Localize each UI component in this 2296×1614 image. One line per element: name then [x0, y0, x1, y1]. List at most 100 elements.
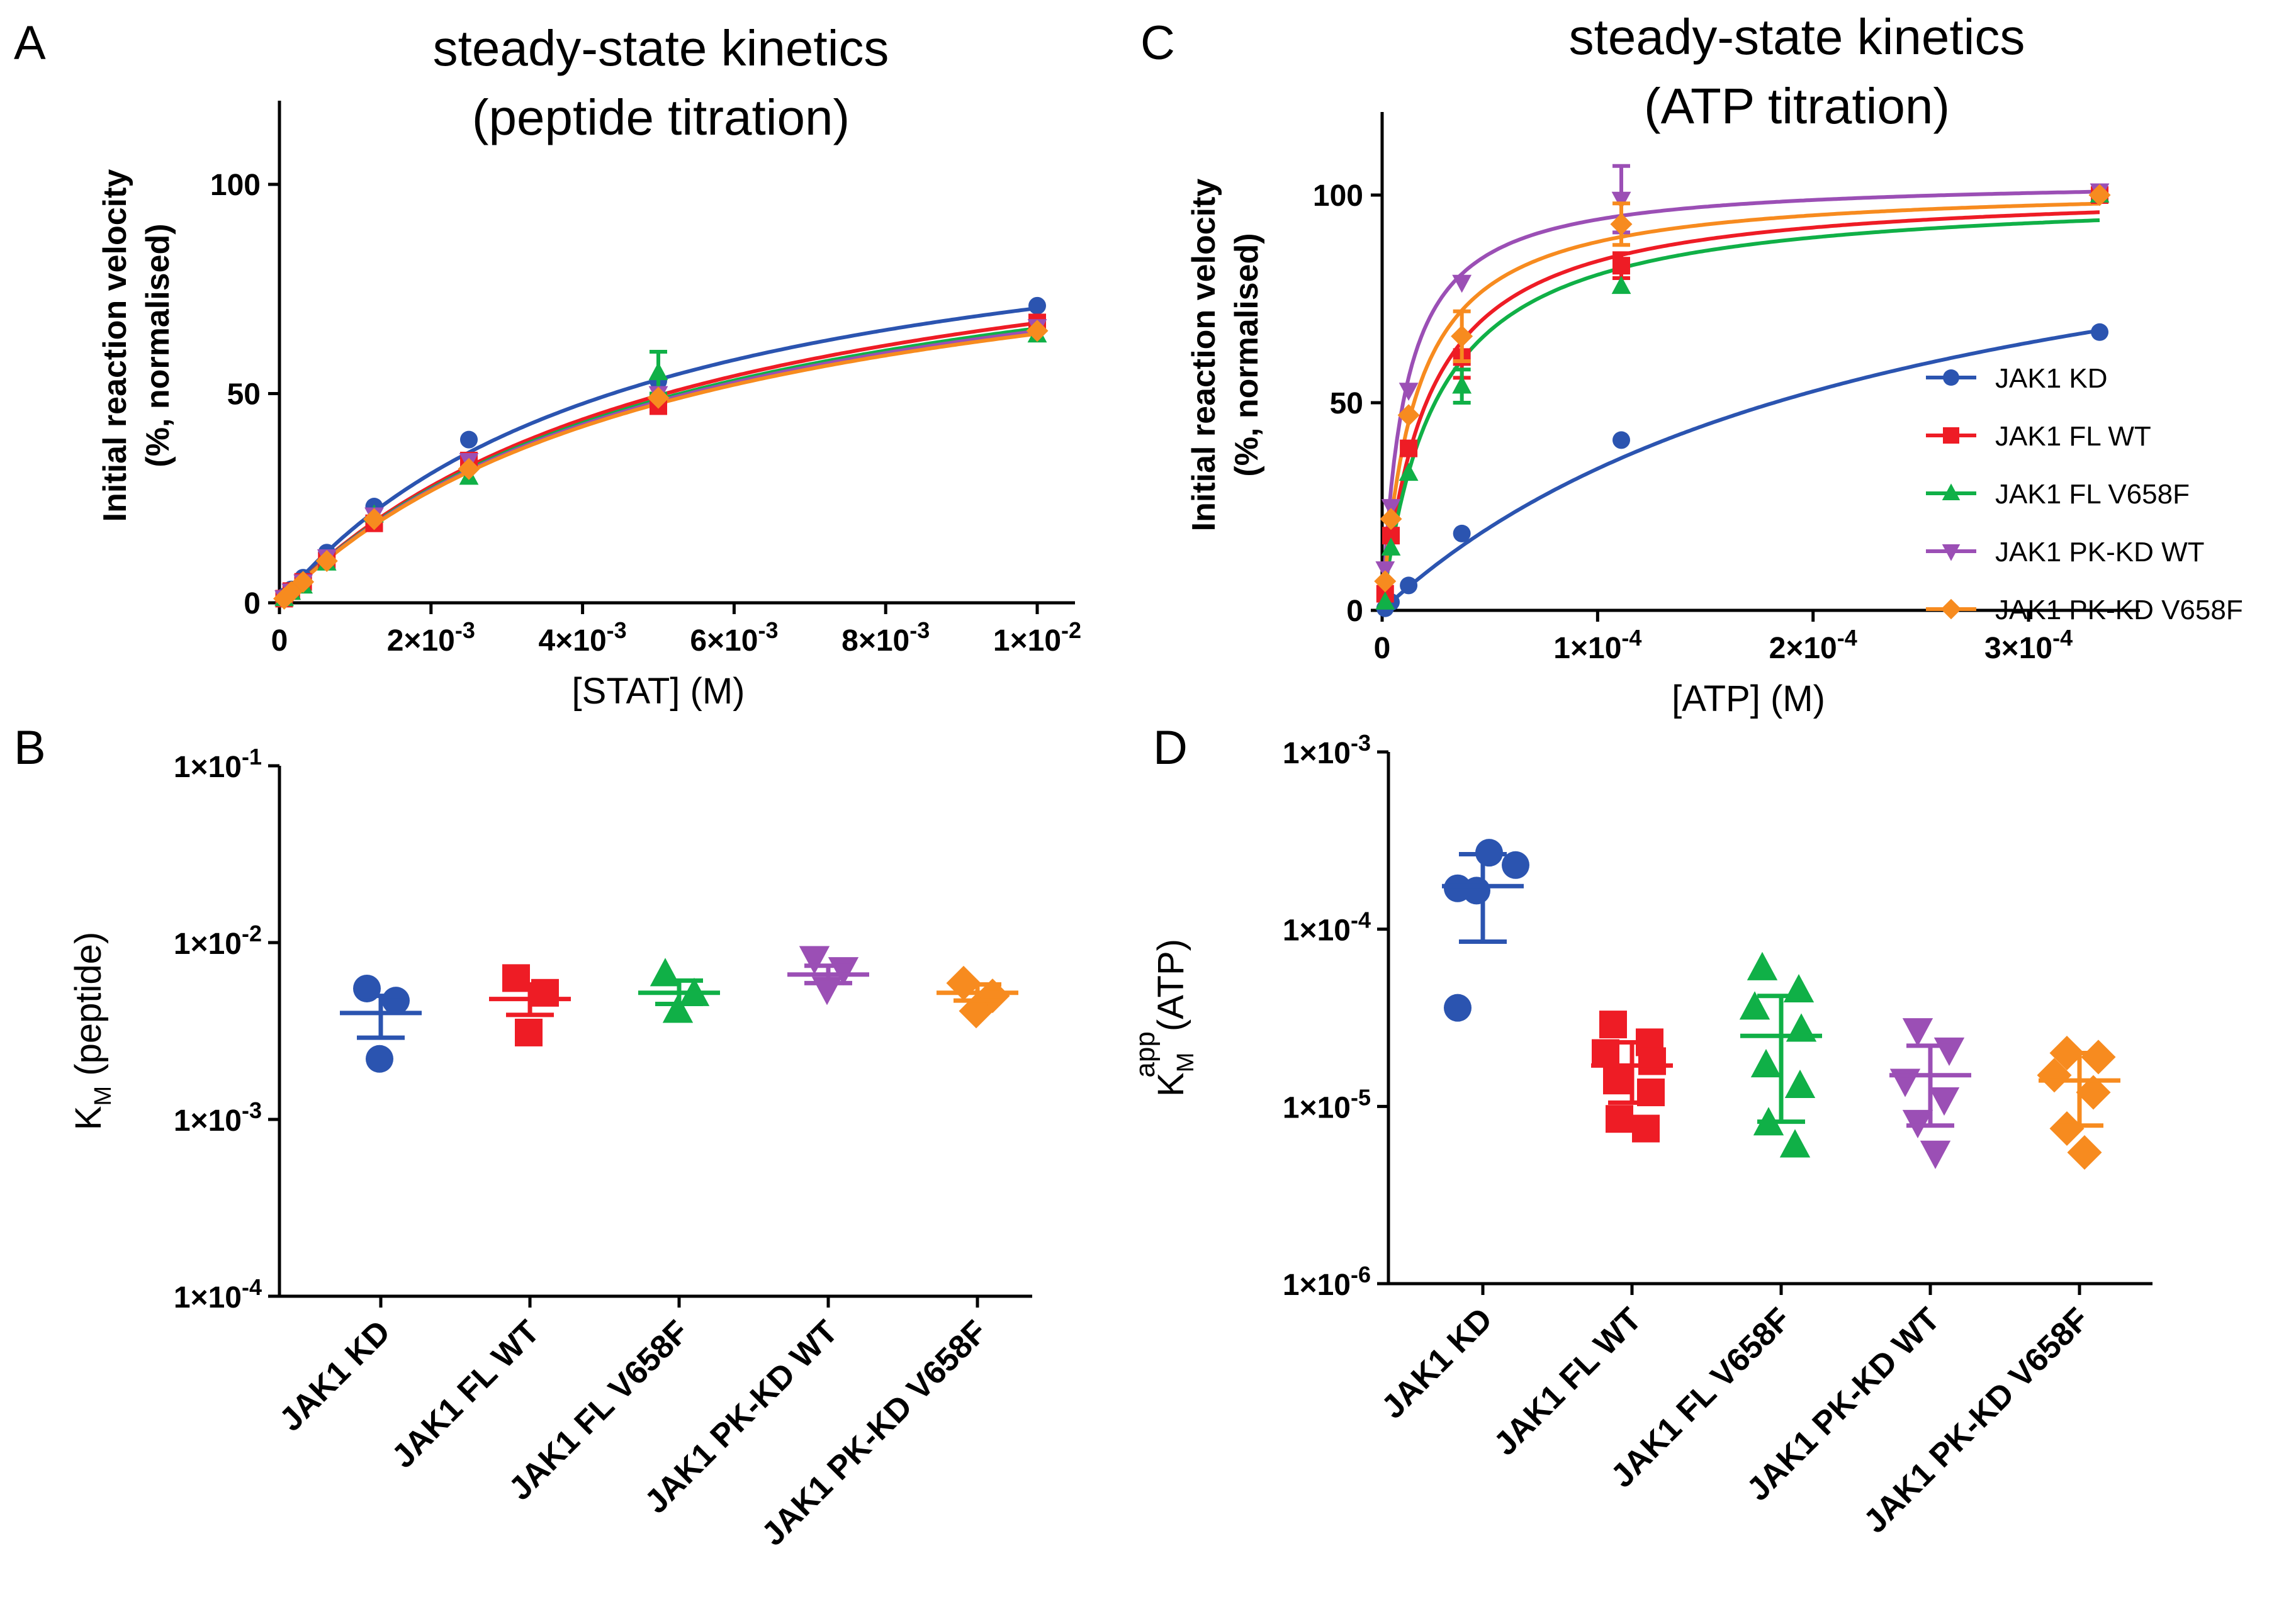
panel-a-x-tick-label: 2×10-3	[387, 617, 475, 658]
panel-c-legend-marker-jak1-kd	[1943, 369, 1959, 386]
panel-c-ylabel: Initial reaction velocity	[1186, 179, 1222, 532]
panel-d-point-jak1-kd	[1463, 877, 1490, 905]
panel-c-point-jak1-kd	[1612, 431, 1631, 449]
panel-c-legend-marker-jak1-fl-v658f	[1942, 483, 1961, 501]
panel-b-y-tick-label: 1×10-4	[174, 1274, 262, 1314]
panel-c-point-jak1-pk-kd-wt	[1611, 191, 1631, 210]
panel-c-point-jak1-fl-v658f	[1398, 462, 1419, 481]
panel-c-point-jak1-pk-kd-v658f	[1374, 570, 1397, 593]
panel-c-point-jak1-pk-kd-v658f	[1451, 325, 1473, 347]
panel-a-point-jak1-pk-kd-v658f	[363, 508, 385, 530]
panel-a-xlabel: [STAT] (M)	[572, 671, 745, 712]
panel-c-point-jak1-fl-wt	[1612, 257, 1631, 275]
panel-c-point-jak1-fl-v658f	[1375, 591, 1395, 610]
panel-d-point-jak1-pk-kd-v658f	[2049, 1111, 2085, 1146]
panel-a-point-jak1-pk-kd-v658f	[292, 571, 315, 593]
panel-b-point-jak1-fl-wt	[502, 964, 530, 992]
panel-c-y-tick-label: 100	[1313, 179, 1363, 213]
panel-a-x-tick-label: 6×10-3	[690, 617, 778, 658]
panel-c-chart: steady-state kinetics (ATP titration) Init…	[1186, 9, 2243, 719]
panel-d-point-jak1-fl-v658f	[1784, 1069, 1816, 1098]
panel-c-legend-label-jak1-kd: JAK1 KD	[1995, 363, 2108, 394]
panel-a-x-tick-label: 0	[271, 624, 288, 658]
panel-d-y-tick-label: 1×10-6	[1283, 1262, 1371, 1302]
panel-c-title: steady-state kinetics	[1569, 9, 2025, 65]
panel-d-point-jak1-pk-kd-wt	[1920, 1140, 1951, 1169]
panel-b-point-jak1-fl-wt	[515, 1018, 543, 1046]
panel-a-title: (peptide titration)	[472, 89, 850, 145]
panel-b-point-jak1-pk-kd-wt	[799, 946, 830, 975]
panel-a-x-tick-label: 1×10-2	[993, 617, 1081, 658]
panel-d-point-jak1-pk-kd-v658f	[2067, 1135, 2102, 1170]
panel-c-legend-label-jak1-fl-wt: JAK1 FL WT	[1995, 421, 2151, 452]
panel-c-point-jak1-pk-kd-wt	[1452, 274, 1472, 293]
panel-d-point-jak1-fl-v658f	[1747, 951, 1778, 980]
panel-d-point-jak1-pk-kd-wt	[1933, 1037, 1965, 1066]
panel-c-point-jak1-pk-kd-wt	[1398, 383, 1419, 401]
panel-d-point-jak1-fl-wt	[1638, 1047, 1666, 1075]
panel-d-point-jak1-fl-v658f	[1750, 1049, 1782, 1078]
panel-c-x-tick-label: 0	[1374, 632, 1391, 665]
panel-d-point-jak1-fl-wt	[1632, 1114, 1660, 1143]
panel-b-y-tick-label: 1×10-2	[174, 921, 262, 961]
panel-d-y-tick-label: 1×10-5	[1283, 1084, 1371, 1124]
panel-c-point-jak1-fl-v658f	[1381, 537, 1401, 556]
panel-c-ylabel: (%, normalised)	[1229, 233, 1265, 476]
panel-a-ylabel: Initial reaction velocity	[97, 169, 133, 522]
panel-c-fit-jak1-kd	[1380, 328, 2100, 612]
panel-d-point-jak1-pk-kd-wt	[1902, 1018, 1933, 1047]
panel-d-point-jak1-pk-kd-v658f	[2076, 1075, 2111, 1110]
panel-c-point-jak1-pk-kd-v658f	[2088, 184, 2111, 206]
panel-d-point-jak1-fl-v658f	[1779, 1129, 1811, 1158]
panel-d-point-jak1-kd	[1444, 994, 1472, 1022]
panel-a-point-jak1-pk-kd-v658f	[1026, 320, 1049, 342]
panel-c-title: (ATP titration)	[1644, 78, 1950, 134]
panel-d-category-label: JAK1 KD	[1375, 1301, 1499, 1425]
panel-label-a: A	[14, 16, 46, 70]
panel-c-x-tick-label: 3×10-4	[1984, 625, 2073, 665]
panel-d-point-jak1-fl-wt	[1603, 1067, 1631, 1095]
panel-c-point-jak1-kd	[1400, 576, 1418, 595]
panel-c-y-tick-label: 0	[1346, 595, 1363, 628]
panel-b-point-jak1-kd	[353, 974, 381, 1002]
panel-d-point-jak1-fl-wt	[1606, 1105, 1633, 1133]
panel-a-point-jak1-pk-kd-v658f	[458, 457, 480, 480]
panel-c-legend-marker-jak1-fl-wt	[1943, 427, 1959, 444]
panel-b-category-label: JAK1 FL WT	[385, 1313, 547, 1475]
panel-a-point-jak1-kd	[1028, 296, 1046, 315]
panel-a-x-tick-label: 4×10-3	[539, 617, 627, 658]
panel-a-y-tick-label: 100	[210, 169, 261, 202]
panel-d-point-jak1-fl-v658f	[1739, 991, 1770, 1020]
panel-d-point-jak1-pk-kd-v658f	[2037, 1058, 2072, 1093]
panel-b-point-jak1-kd	[382, 987, 410, 1015]
panel-a-y-tick-label: 50	[227, 378, 261, 412]
panel-c-point-jak1-fl-v658f	[1611, 276, 1631, 294]
panel-c-fit-jak1-pk-kd-v658f	[1380, 201, 2100, 611]
panel-d-point-jak1-kd	[1502, 851, 1529, 879]
panel-d-category-label: JAK1 FL WT	[1487, 1301, 1649, 1462]
panel-c-point-jak1-kd	[2091, 323, 2109, 341]
panel-a-title: steady-state kinetics	[433, 20, 889, 76]
panel-b-category-label: JAK1 KD	[273, 1313, 397, 1438]
panel-d-point-jak1-fl-wt	[1599, 1011, 1627, 1039]
panel-b-y-tick-label: 1×10-3	[174, 1097, 262, 1138]
panel-b-point-jak1-fl-v658f	[662, 994, 694, 1023]
panel-c-fit-jak1-fl-v658f	[1380, 218, 2100, 611]
panel-c-legend-label-jak1-pk-kd-wt: JAK1 PK-KD WT	[1995, 537, 2205, 568]
panel-a-x-tick-label: 8×10-3	[841, 617, 930, 658]
panel-c-x-tick-label: 2×10-4	[1769, 625, 1857, 665]
panel-a-point-jak1-pk-kd-v658f	[647, 386, 670, 409]
panel-d-ylabel: KMapp(ATP)	[1130, 939, 1199, 1097]
panel-c-point-jak1-pk-kd-v658f	[1610, 213, 1633, 235]
panel-c-point-jak1-pk-kd-v658f	[1397, 404, 1420, 427]
panel-c-legend-marker-jak1-pk-kd-v658f	[1940, 598, 1962, 620]
panel-d-y-tick-label: 1×10-3	[1283, 730, 1371, 770]
panel-a-chart: steady-state kinetics (peptide titration)…	[97, 20, 1081, 712]
panel-c-fit-jak1-fl-wt	[1380, 210, 2100, 611]
panel-c-point-jak1-kd	[1453, 524, 1471, 542]
panel-label-c: C	[1140, 16, 1175, 70]
panel-label-d: D	[1153, 721, 1188, 775]
panel-c-point-jak1-fl-v658f	[1452, 375, 1472, 394]
panel-c-xlabel: [ATP] (M)	[1672, 678, 1825, 719]
